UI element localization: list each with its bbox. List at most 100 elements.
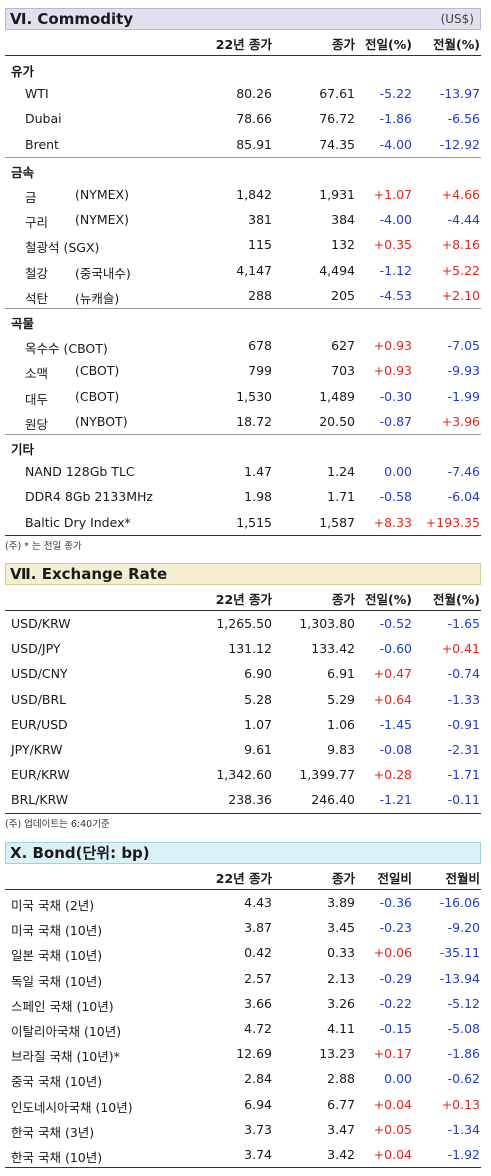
row-name: 옥수수 (CBOT) (25, 341, 108, 357)
monthly-change: -0.11 (447, 792, 480, 808)
monthly-change: -1.34 (447, 1121, 480, 1137)
daily-change: -0.30 (379, 388, 412, 404)
monthly-change: -9.20 (447, 920, 480, 936)
footnote: (주) * 는 전일 종가 (5, 541, 82, 552)
daily-change: -0.87 (379, 413, 412, 429)
close-value: 627 (331, 338, 355, 354)
bond-section-title: Ⅹ. Bond(단위: bp) (5, 842, 481, 864)
close-value: 1,489 (319, 388, 355, 404)
table-row: 독일 국채 (10년) 2.57 2.13 -0.29 -13.94 (5, 966, 481, 991)
table-row: 대두 (CBOT) 1,530 1,489 -0.30 -1.99 (5, 384, 481, 409)
column-header: 전월비 (445, 871, 480, 886)
group-divider (5, 157, 481, 158)
prev-year-close: 3.66 (244, 995, 272, 1011)
monthly-change: -7.46 (447, 464, 480, 480)
column-header-row: 22년 종가 종가 전일비 전월비 (5, 864, 481, 890)
daily-change: -0.60 (379, 641, 412, 657)
monthly-change: -13.94 (439, 970, 480, 986)
group-row: 유가 (5, 56, 481, 81)
column-header: 22년 종가 (215, 37, 272, 52)
monthly-change: -2.31 (447, 742, 480, 757)
row-exchange: (NYMEX) (75, 187, 129, 202)
prev-year-close: 1,842 (236, 187, 272, 202)
daily-change: -0.36 (379, 895, 412, 910)
monthly-change: -1.92 (447, 1147, 480, 1162)
table-row: 이탈리아국채 (10년) 4.72 4.11 -0.15 -5.08 (5, 1016, 481, 1041)
close-value: 20.50 (319, 413, 355, 429)
fx-section-title: Ⅶ. Exchange Rate (5, 563, 481, 585)
row-name: 석탄 (25, 290, 49, 306)
daily-change: +8.33 (373, 514, 412, 530)
table-row: 구리 (NYMEX) 381 384 -4.00 -4.44 (5, 207, 481, 232)
daily-change: +1.07 (373, 187, 412, 202)
daily-change: -4.53 (379, 287, 412, 303)
table-row: 미국 국채 (2년) 4.43 3.89 -0.36 -16.06 (5, 890, 481, 915)
row-name: 미국 국채 (2년) (11, 898, 95, 913)
row-name: 철광석 (SGX) (25, 240, 100, 256)
monthly-change: -16.06 (439, 895, 480, 910)
row-name: 구리 (25, 215, 49, 231)
table-row: USD/JPY 131.12 133.42 -0.60 +0.41 (5, 636, 481, 661)
monthly-change: -5.12 (447, 995, 480, 1011)
close-value: 4.11 (327, 1021, 355, 1036)
table-row: EUR/KRW 1,342.60 1,399.77 +0.28 -1.71 (5, 762, 481, 787)
group-row: 금속 (5, 157, 481, 182)
table-row: 미국 국채 (10년) 3.87 3.45 -0.23 -9.20 (5, 915, 481, 940)
monthly-change: -1.33 (447, 691, 480, 707)
prev-year-close: 1,515 (236, 514, 272, 530)
group-label: 곡물 (11, 316, 35, 331)
daily-change: +0.06 (373, 945, 412, 961)
daily-change: -0.15 (379, 1021, 412, 1036)
monthly-change: +8.16 (441, 237, 480, 253)
close-value: 3.26 (327, 995, 355, 1011)
row-name: 일본 국채 (10년) (11, 948, 103, 964)
row-name: USD/JPY (11, 641, 61, 657)
table-row: BRL/KRW 238.36 246.40 -1.21 -0.11 (5, 787, 481, 812)
table-row: 옥수수 (CBOT) 678 627 +0.93 -7.05 (5, 333, 481, 358)
row-name: JPY/KRW (11, 742, 63, 757)
prev-year-close: 799 (248, 363, 272, 379)
daily-change: -0.23 (379, 920, 412, 936)
daily-change: -1.86 (379, 111, 412, 127)
table-row: Baltic Dry Index* 1,515 1,587 +8.33 +193.35 (5, 510, 481, 535)
close-value: 13.23 (319, 1046, 355, 1062)
daily-change: 0.00 (384, 1071, 412, 1087)
row-name: 독일 국채 (10년) (11, 973, 103, 989)
close-value: 74.35 (319, 136, 355, 152)
prev-year-close: 9.61 (244, 742, 272, 757)
daily-change: +0.64 (373, 691, 412, 707)
monthly-change: +0.13 (441, 1096, 480, 1112)
monthly-change: -35.11 (439, 945, 480, 961)
prev-year-close: 4.72 (244, 1021, 272, 1036)
column-header: 종가 (331, 592, 355, 607)
monthly-change: -5.08 (447, 1021, 480, 1036)
table-row: 인도네시아국채 (10년) 6.94 6.77 +0.04 +0.13 (5, 1092, 481, 1117)
close-value: 1.24 (327, 464, 355, 480)
group-label: 유가 (11, 64, 35, 79)
row-name: 인도네시아국채 (10년) (11, 1099, 133, 1115)
close-value: 5.29 (327, 691, 355, 707)
prev-year-close: 3.74 (244, 1147, 272, 1162)
close-value: 1,587 (319, 514, 355, 530)
close-value: 9.83 (327, 742, 355, 757)
prev-year-close: 4.43 (244, 895, 272, 910)
prev-year-close: 1,342.60 (216, 767, 272, 783)
close-value: 703 (331, 363, 355, 379)
daily-change: +0.17 (373, 1046, 412, 1062)
close-value: 205 (331, 287, 355, 303)
table-row: NAND 128Gb TLC 1.47 1.24 0.00 -7.46 (5, 459, 481, 484)
commodity-section-title: Ⅵ. Commodity (US$) (5, 8, 481, 30)
row-name: Dubai (25, 111, 62, 127)
unit-label: (US$) (440, 12, 474, 26)
row-name: USD/BRL (11, 691, 67, 707)
prev-year-close: 12.69 (236, 1046, 272, 1062)
row-name: 브라질 국채 (10년)* (11, 1049, 120, 1065)
close-value: 76.72 (319, 111, 355, 127)
table-bottom-border (5, 813, 481, 814)
daily-change: -4.00 (379, 212, 412, 228)
row-name: USD/KRW (11, 616, 71, 631)
close-value: 1,399.77 (299, 767, 355, 783)
row-name: 중국 국채 (10년) (11, 1074, 103, 1090)
table-row: 스페인 국채 (10년) 3.66 3.26 -0.22 -5.12 (5, 991, 481, 1016)
group-label: 금속 (11, 164, 35, 180)
